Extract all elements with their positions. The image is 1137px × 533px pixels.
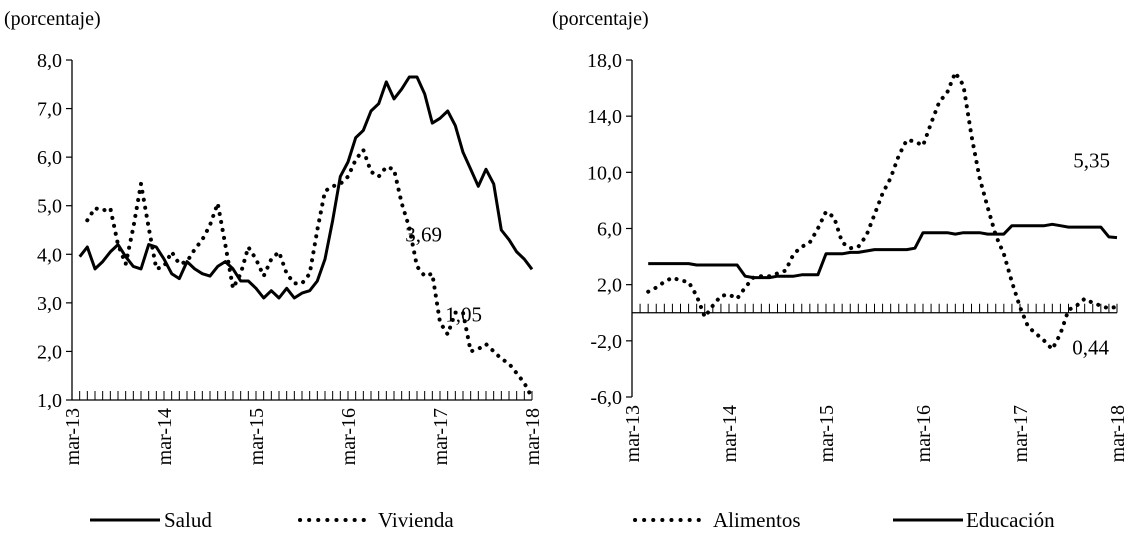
left-x-tick-labels: mar-13 mar-14 mar-15 mar-16 mar-17 mar-18: [62, 408, 544, 465]
left-legend: Salud Vivienda: [90, 508, 454, 532]
left-end-label: 1,05: [445, 303, 482, 327]
left-y-tick-label: 3,0: [37, 293, 62, 315]
left-y-tick-label: 6,0: [37, 147, 62, 169]
legend-label-vivienda: Vivienda: [378, 508, 454, 532]
right-series-alimentos-line: [646, 68, 1119, 353]
left-end-label: 3,69: [405, 222, 442, 246]
left-y-tick-label: 2,0: [37, 341, 62, 363]
right-y-tick-label: 14,0: [587, 106, 622, 128]
right-x-axis: [631, 303, 1118, 314]
left-y-tick-label: 7,0: [37, 99, 62, 121]
left-x-axis: [71, 391, 533, 401]
right-series-educacion-line: [648, 222, 1118, 280]
right-y-tick-label: 10,0: [587, 162, 622, 184]
left-y-ticks: 1,0 2,0 3,0 4,0 5,0 6,0 7,0 8,0: [37, 50, 72, 412]
right-x-tick-label: mar-13: [622, 405, 644, 462]
right-end-labels: 0,44 5,35: [1072, 149, 1110, 360]
left-y-tick-label: 5,0: [37, 196, 62, 218]
left-x-tick-label: mar-13: [62, 408, 84, 465]
right-legend: Alimentos Educación: [633, 508, 1055, 532]
right-series: [646, 68, 1119, 353]
right-y-tick-label: 2,0: [597, 275, 622, 297]
legend-label-salud: Salud: [164, 508, 212, 532]
left-x-tick-label: mar-16: [338, 408, 360, 465]
right-chart: (porcentaje) -6,0-2,02,06,010,014,018,0 …: [552, 8, 1129, 462]
right-y-tick-label: -2,0: [590, 331, 622, 353]
legend-label-educacion: Educación: [966, 508, 1055, 532]
left-series: [78, 75, 534, 400]
right-x-tick-label: mar-14: [719, 405, 741, 462]
left-x-tick-label: mar-15: [246, 408, 268, 465]
left-x-tick-label: mar-14: [154, 408, 176, 465]
left-series-salud-line: [78, 75, 534, 300]
right-y-tick-label: 6,0: [597, 219, 622, 241]
right-y-tick-label: -6,0: [590, 387, 622, 409]
left-series-vivienda-line: [85, 145, 534, 400]
left-end-labels: 3,69 1,05: [405, 222, 482, 326]
right-x-tick-labels: mar-13 mar-14 mar-15 mar-16 mar-17 mar-18: [622, 405, 1129, 462]
left-y-tick-label: 4,0: [37, 244, 62, 266]
left-y-tick-label: 8,0: [37, 50, 62, 72]
right-y-ticks: -6,0 -2,0 2,0 6,0 10,0 14,0 18,0: [587, 50, 632, 409]
right-x-tick-label: mar-18: [1107, 405, 1129, 462]
left-y-tick-label: 1,0: [37, 390, 62, 412]
left-unit-label: (porcentaje): [4, 8, 101, 30]
right-x-tick-label: mar-17: [1010, 405, 1032, 462]
legend-label-alimentos: Alimentos: [713, 508, 801, 532]
right-end-label: 5,35: [1073, 149, 1110, 173]
right-x-tick-label: mar-16: [913, 405, 935, 462]
right-y-tick-label: 18,0: [587, 50, 622, 72]
left-x-tick-label: mar-18: [522, 408, 544, 465]
right-x-tick-label: mar-15: [816, 405, 838, 462]
right-end-label: 0,44: [1072, 336, 1109, 360]
left-x-tick-label: mar-17: [430, 408, 452, 465]
left-chart: (porcentaje) 1,0 2,0 3,0 4,0 5,0 6,0 7,0 8,0 ma…: [4, 8, 544, 465]
right-unit-label: (porcentaje): [552, 8, 649, 30]
